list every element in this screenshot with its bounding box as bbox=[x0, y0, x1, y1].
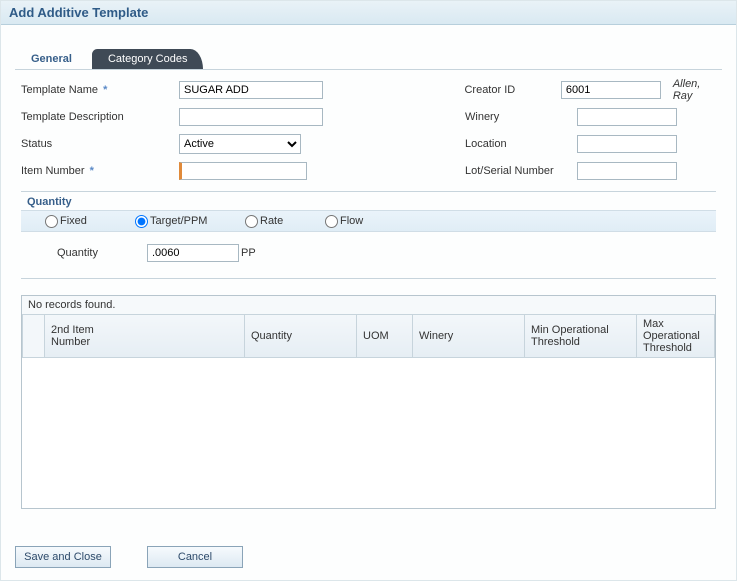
lot-serial-input[interactable] bbox=[577, 162, 677, 180]
window-frame: Add Additive Template General Category C… bbox=[0, 0, 737, 581]
grid-body bbox=[22, 358, 715, 508]
grid-col-uom[interactable]: UOM bbox=[357, 315, 413, 358]
radio-fixed-label: Fixed bbox=[60, 215, 87, 227]
divider bbox=[21, 278, 716, 279]
quantity-label: Quantity bbox=[57, 247, 147, 259]
template-name-input[interactable] bbox=[179, 81, 323, 99]
save-and-close-button[interactable]: Save and Close bbox=[15, 546, 111, 568]
radio-target-input[interactable] bbox=[135, 215, 148, 228]
quantity-input-row: Quantity PP bbox=[21, 232, 716, 274]
label-template-name: Template Name * bbox=[21, 84, 179, 96]
status-select[interactable]: Active bbox=[179, 134, 301, 154]
template-description-input[interactable] bbox=[179, 108, 323, 126]
radio-target[interactable]: Target/PPM bbox=[135, 215, 245, 228]
quantity-value-input[interactable] bbox=[147, 244, 239, 262]
radio-flow-label: Flow bbox=[340, 215, 363, 227]
radio-fixed-input[interactable] bbox=[45, 215, 58, 228]
grid-col-quantity[interactable]: Quantity bbox=[245, 315, 357, 358]
label-status: Status bbox=[21, 138, 179, 150]
grid-col-second-item[interactable]: 2nd Item Number bbox=[45, 315, 245, 358]
label-template-description: Template Description bbox=[21, 111, 179, 123]
label-lot-serial: Lot/Serial Number bbox=[465, 165, 577, 177]
quantity-section-title: Quantity bbox=[21, 192, 716, 210]
label-winery: Winery bbox=[465, 111, 577, 123]
quantity-radio-row: Fixed Target/PPM Rate Flow bbox=[21, 210, 716, 232]
required-mark: * bbox=[103, 84, 107, 96]
quantity-unit: PP bbox=[241, 247, 273, 259]
creator-id-input[interactable] bbox=[561, 81, 661, 99]
radio-target-label: Target/PPM bbox=[150, 215, 207, 227]
button-bar: Save and Close Cancel bbox=[15, 546, 243, 568]
window-title: Add Additive Template bbox=[9, 5, 148, 20]
label-location: Location bbox=[465, 138, 577, 150]
label-creator-id: Creator ID bbox=[464, 84, 560, 96]
grid-table: 2nd Item Number Quantity UOM Winery Min … bbox=[22, 315, 715, 358]
creator-name-text: Allen, Ray bbox=[673, 78, 716, 102]
grid: No records found. 2nd Ite bbox=[21, 295, 716, 509]
winery-input[interactable] bbox=[577, 108, 677, 126]
grid-col-winery[interactable]: Winery bbox=[413, 315, 525, 358]
tab-category-codes[interactable]: Category Codes bbox=[92, 49, 204, 69]
radio-flow-input[interactable] bbox=[325, 215, 338, 228]
quantity-section: Quantity Fixed Target/PPM Rate bbox=[21, 191, 716, 274]
radio-fixed[interactable]: Fixed bbox=[45, 215, 135, 228]
item-number-input[interactable] bbox=[179, 162, 307, 180]
label-item-number: Item Number * bbox=[21, 165, 179, 177]
content-area: General Category Codes Template Name * C… bbox=[1, 47, 736, 509]
cancel-button[interactable]: Cancel bbox=[147, 546, 243, 568]
grid-col-max-op[interactable]: Max Operational Threshold bbox=[637, 315, 715, 358]
radio-rate[interactable]: Rate bbox=[245, 215, 325, 228]
location-input[interactable] bbox=[577, 135, 677, 153]
tab-general-label: General bbox=[31, 53, 72, 65]
tab-category-codes-label: Category Codes bbox=[108, 53, 188, 65]
tab-general[interactable]: General bbox=[15, 49, 88, 69]
grid-header-row: 2nd Item Number Quantity UOM Winery Min … bbox=[23, 315, 715, 358]
tab-strip: General Category Codes bbox=[15, 47, 722, 69]
form-area: Template Name * Creator ID Allen, Ray Te… bbox=[15, 69, 722, 509]
radio-flow[interactable]: Flow bbox=[325, 215, 405, 228]
radio-rate-label: Rate bbox=[260, 215, 283, 227]
required-mark: * bbox=[90, 165, 94, 177]
grid-empty-message: No records found. bbox=[22, 296, 715, 315]
radio-rate-input[interactable] bbox=[245, 215, 258, 228]
window-title-bar: Add Additive Template bbox=[1, 1, 736, 25]
grid-col-min-op[interactable]: Min Operational Threshold bbox=[525, 315, 637, 358]
grid-col-selector[interactable] bbox=[23, 315, 45, 358]
